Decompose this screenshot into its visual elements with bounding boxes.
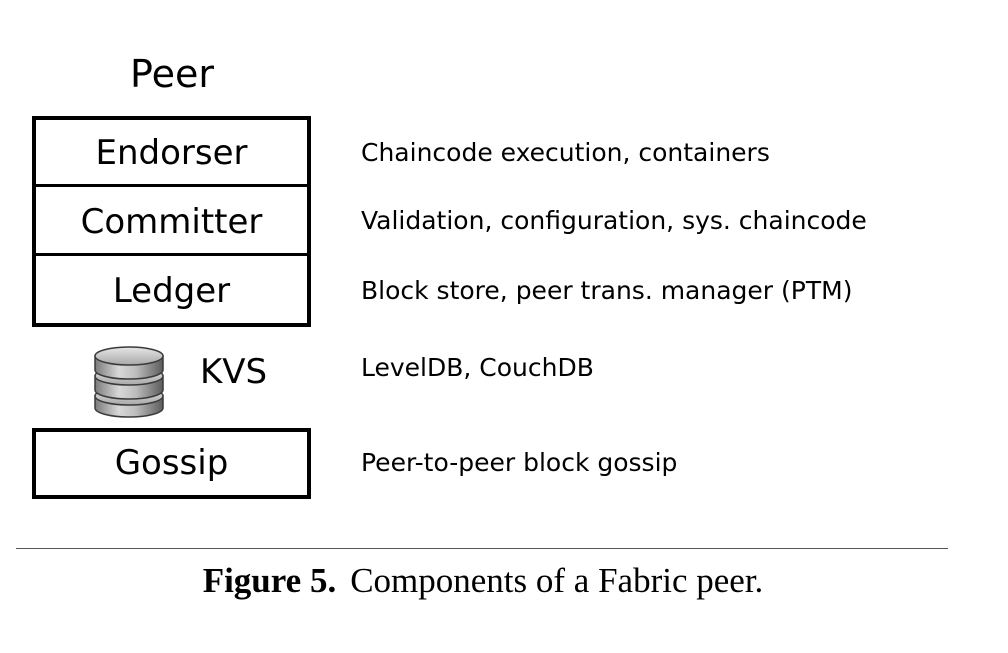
ledger-description: Block store, peer trans. manager (PTM) — [361, 276, 853, 305]
committer-description: Validation, configuration, sys. chaincod… — [361, 206, 867, 235]
committer-layer: Committer — [36, 189, 307, 256]
ledger-layer: Ledger — [112, 271, 231, 311]
caption-text: Components of a Fabric peer. — [350, 561, 764, 600]
peer-component-stack: Endorser Committer Ledger — [32, 116, 311, 327]
figure-caption: Figure 5. Components of a Fabric peer. — [0, 558, 966, 604]
endorser-layer: Endorser — [36, 120, 307, 187]
figure-number: Figure 5. — [202, 561, 337, 600]
caption-divider — [16, 548, 948, 549]
gossip-description: Peer-to-peer block gossip — [361, 448, 678, 477]
database-icon — [88, 342, 170, 422]
endorser-description: Chaincode execution, containers — [361, 138, 770, 167]
gossip-component: Gossip — [32, 428, 311, 499]
peer-title: Peer — [130, 52, 214, 96]
kvs-label: KVS — [200, 352, 268, 392]
kvs-description: LevelDB, CouchDB — [361, 353, 594, 382]
